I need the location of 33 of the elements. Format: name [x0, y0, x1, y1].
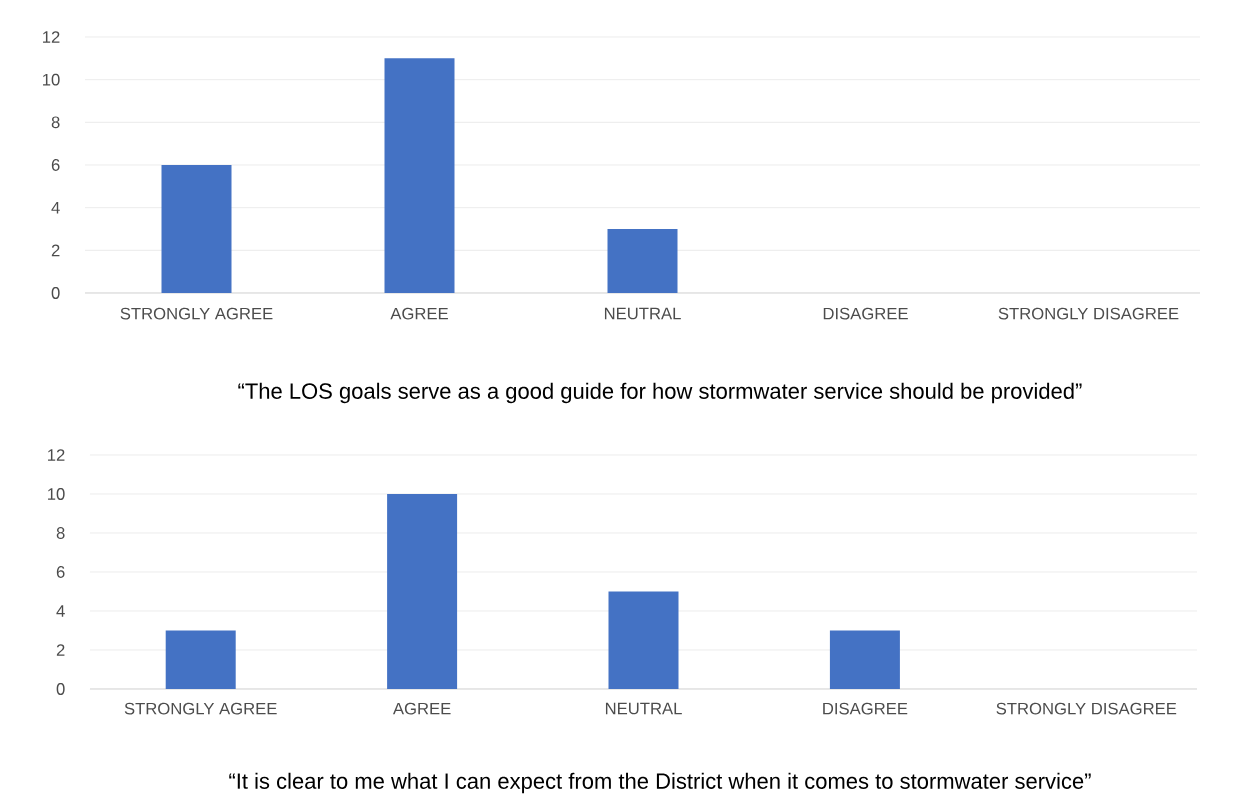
y-tick-label: 2: [51, 244, 60, 257]
bar: [607, 229, 678, 293]
bar: [608, 591, 679, 689]
y-tick-label: 6: [51, 159, 60, 171]
y-tick-label: 10: [48, 488, 65, 500]
x-tick-label: STRONGLY DISAGREE: [998, 307, 1179, 320]
x-tick-label: NEUTRAL: [604, 307, 681, 320]
x-tick-label: STRONGLY AGREE: [124, 702, 277, 715]
bar: [165, 630, 236, 689]
x-tick-label: STRONGLY DISAGREE: [996, 702, 1177, 715]
y-tick-label: 2: [56, 644, 65, 656]
y-tick-label: 12: [48, 449, 65, 461]
bar: [829, 630, 900, 689]
y-tick-label: 4: [51, 201, 60, 214]
y-tick-label: 0: [56, 683, 65, 695]
text: “It is clear to me what I can expect from the District when it comes to stormwater service”: [229, 772, 1091, 794]
x-tick-label: STRONGLY AGREE: [120, 307, 273, 320]
y-tick-label: 10: [43, 73, 60, 86]
y-tick-label: 8: [51, 116, 60, 129]
bar: [387, 493, 458, 689]
text: “The LOS goals serve as a good guide for how stormwater service should be provided”: [238, 382, 1082, 404]
bar: [161, 165, 232, 293]
bar: [384, 58, 455, 293]
y-tick-label: 8: [56, 527, 65, 539]
x-tick-label: DISAGREE: [823, 702, 908, 715]
x-tick-label: AGREE: [390, 307, 448, 320]
x-tick-label: DISAGREE: [823, 307, 908, 320]
y-tick-label: 6: [56, 566, 65, 578]
x-tick-label: NEUTRAL: [605, 702, 682, 715]
y-tick-label: 12: [43, 31, 60, 43]
y-tick-label: 0: [51, 287, 60, 299]
y-tick-label: 4: [56, 605, 65, 617]
x-tick-label: AGREE: [392, 702, 451, 715]
